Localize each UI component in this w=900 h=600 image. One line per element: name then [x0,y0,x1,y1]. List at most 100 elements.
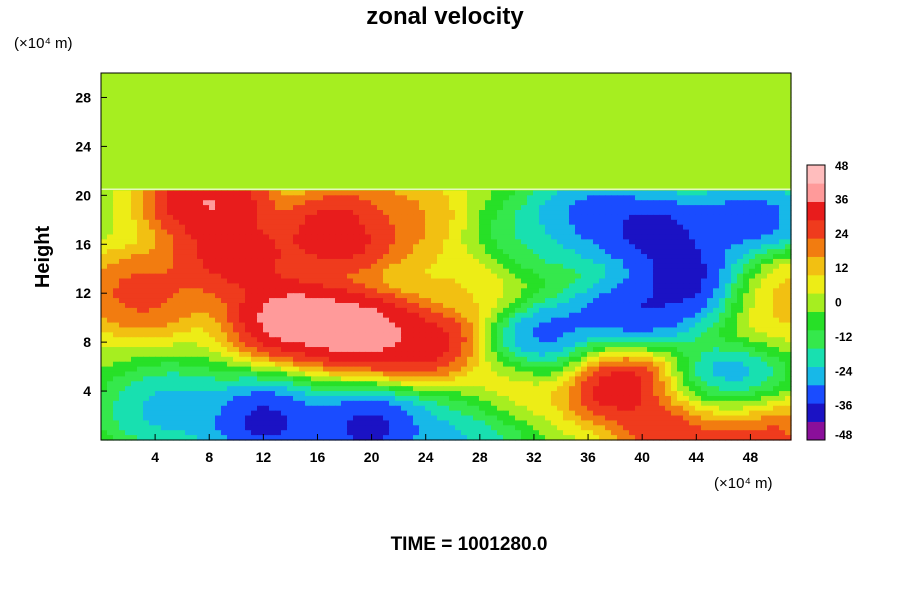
field-cell [695,200,702,206]
field-cell [755,239,762,245]
field-cell [401,234,408,240]
field-cell [611,195,618,201]
field-cell [317,239,324,245]
field-cell [509,249,516,255]
field-cell [659,136,666,143]
field-cell [629,200,636,206]
field-cell [347,92,354,99]
field-cell [227,82,234,89]
field-cell [359,141,366,147]
field-cell [341,117,348,123]
field-cell [461,175,468,182]
field-cell [725,229,732,236]
field-cell [407,195,414,201]
field-cell [515,117,522,123]
field-cell [479,244,486,250]
field-cell [617,180,624,187]
field-cell [461,151,468,157]
field-cell [569,224,576,231]
field-cell [743,161,750,167]
field-cell [767,141,774,147]
field-cell [437,200,444,206]
field-cell [341,92,348,99]
field-cell [629,87,636,94]
field-cell [215,254,222,260]
field-cell [551,263,558,270]
field-cell [659,73,666,79]
field-cell [137,87,144,94]
field-cell [197,205,204,211]
field-cell [413,273,420,280]
field-cell [377,161,384,167]
field-cell [437,234,444,240]
field-cell [485,195,492,201]
field-cell [371,151,378,157]
field-cell [335,136,342,143]
field-cell [653,205,660,211]
field-cell [281,224,288,231]
field-cell [257,92,264,99]
field-cell [263,77,270,84]
field-cell [641,87,648,94]
field-cell [545,141,552,147]
field-cell [311,244,318,250]
field-cell [563,180,570,187]
field-cell [221,239,228,245]
field-cell [713,234,720,240]
field-cell [515,200,522,206]
field-cell [737,263,744,270]
field-cell [563,273,570,280]
field-cell [713,77,720,84]
field-cell [539,175,546,182]
field-cell [539,151,546,157]
field-cell [497,146,504,152]
field-cell [287,244,294,250]
field-cell [395,239,402,245]
field-cell [137,121,144,128]
field-cell [545,77,552,84]
field-cell [629,190,636,196]
field-cell [131,195,138,201]
field-cell [227,200,234,206]
field-cell [533,146,540,152]
field-cell [677,77,684,84]
field-cell [593,219,600,226]
field-cell [539,224,546,231]
field-cell [359,77,366,84]
field-cell [377,175,384,182]
field-cell [197,165,204,172]
field-cell [785,273,792,280]
field-cell [179,224,186,231]
field-cell [353,97,360,103]
field-cell [539,117,546,123]
field-cell [701,112,708,118]
field-cell [707,170,714,177]
field-cell [323,87,330,94]
field-cell [203,268,210,275]
field-cell [665,249,672,255]
field-cell [551,278,558,285]
field-cell [341,97,348,103]
field-cell [611,214,618,221]
field-cell [659,131,666,138]
field-cell [125,87,132,94]
field-cell [749,278,756,285]
field-cell [167,273,174,280]
field-cell [779,185,786,192]
field-cell [419,151,426,157]
field-cell [383,205,390,211]
field-cell [527,146,534,152]
field-cell [365,190,372,196]
field-cell [167,258,174,265]
field-cell [719,214,726,221]
field-cell [113,170,120,177]
field-cell [269,97,276,103]
field-cell [743,141,750,147]
field-cell [215,175,222,182]
field-cell [551,185,558,192]
field-cell [323,170,330,177]
field-cell [647,205,654,211]
field-cell [323,249,330,255]
field-cell [209,195,216,201]
field-cell [461,117,468,123]
